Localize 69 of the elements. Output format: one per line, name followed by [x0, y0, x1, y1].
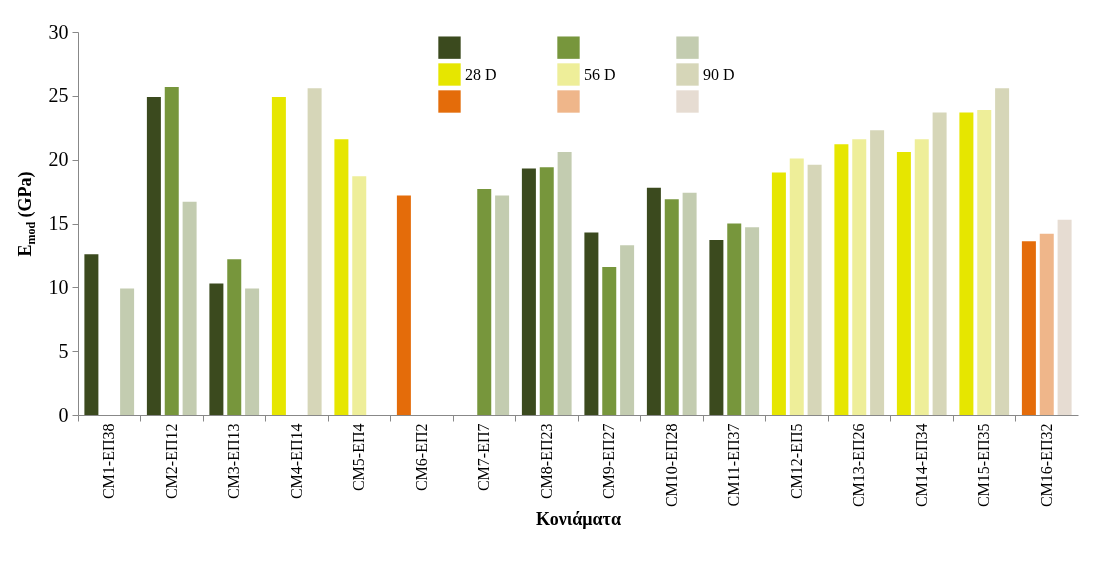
x-tick-label: CM11-ΕΠ37	[725, 423, 743, 507]
x-tick-label: CM1-ΕΠ38	[100, 423, 118, 500]
bar	[209, 283, 224, 415]
bar	[664, 199, 679, 415]
bar	[745, 227, 760, 415]
x-tick-label: CM5-ΕΠ4	[350, 423, 368, 492]
bar	[646, 187, 661, 415]
bar	[807, 164, 822, 415]
bar	[557, 152, 572, 415]
bar	[477, 189, 492, 415]
bar	[620, 245, 635, 415]
x-tick-label: CM4-ΕΠ14	[287, 423, 305, 500]
y-tick-label: 15	[48, 212, 69, 234]
bar	[1021, 241, 1036, 415]
bar	[682, 192, 697, 415]
x-tick-label: CM12-ΕΠ5	[787, 423, 805, 500]
bar	[495, 195, 510, 415]
bar	[789, 158, 804, 415]
x-tick-label: CM16-ΕΠ32	[1037, 423, 1055, 508]
bar	[959, 112, 974, 415]
bar	[834, 144, 849, 415]
bar	[896, 152, 911, 415]
x-tick-label: CM14-ΕΠ34	[912, 423, 930, 508]
bar	[1057, 219, 1072, 415]
bar	[334, 139, 349, 415]
bar	[396, 195, 411, 415]
bar	[146, 97, 161, 415]
bar	[521, 168, 536, 415]
bar	[870, 130, 885, 415]
y-tick-label: 10	[48, 275, 69, 298]
bar	[227, 259, 242, 415]
y-tick-label: 25	[48, 84, 69, 107]
bar	[852, 139, 867, 415]
bar	[914, 139, 929, 415]
bar	[727, 223, 742, 415]
legend-label: 90 D	[703, 65, 735, 83]
bar	[771, 172, 786, 415]
y-tick-label: 5	[58, 339, 69, 362]
x-tick-label: CM15-ΕΠ35	[975, 423, 993, 508]
bar	[932, 112, 947, 415]
x-tick-label: CM9-ΕΠ27	[600, 423, 618, 500]
bar	[709, 240, 724, 415]
bar	[539, 167, 554, 415]
x-axis-title: Κονιάματα	[536, 509, 621, 530]
y-tick-label: 20	[48, 148, 69, 171]
x-tick-label: CM7-ΕΠ7	[475, 423, 493, 492]
bar	[307, 88, 322, 415]
x-tick-label: CM3-ΕΠ13	[225, 423, 243, 500]
legend-label: 56 D	[584, 65, 616, 83]
legend-label: 28 D	[465, 65, 497, 83]
y-tick-label: 30	[48, 20, 69, 43]
bar	[1039, 233, 1054, 415]
y-tick-label: 0	[58, 403, 69, 426]
bar	[84, 254, 99, 415]
x-tick-label: CM2-ΕΠ12	[162, 423, 180, 500]
bar	[584, 232, 599, 415]
x-tick-label: CM6-ΕΠ2	[412, 423, 430, 492]
bar	[120, 288, 135, 415]
bar	[271, 97, 286, 415]
x-tick-label: CM13-ΕΠ26	[850, 423, 868, 508]
bar	[164, 86, 179, 415]
bar	[602, 266, 617, 415]
bar	[352, 176, 367, 415]
bar	[182, 201, 197, 415]
bar	[245, 288, 260, 415]
x-tick-label: CM10-ΕΠ28	[662, 423, 680, 508]
bar	[995, 88, 1010, 415]
bar	[977, 109, 992, 415]
x-tick-label: CM8-ΕΠ23	[537, 423, 555, 500]
